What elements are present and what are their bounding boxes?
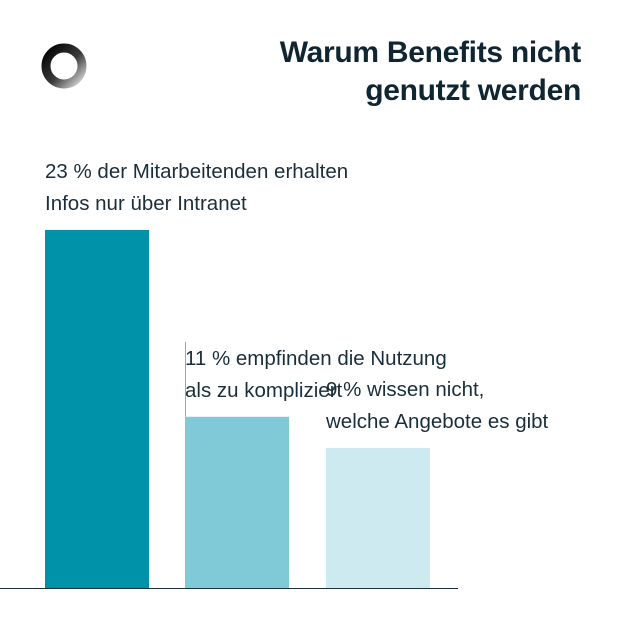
title-line-2: genutzt werden	[365, 74, 581, 107]
bar-label-1-line-1: 23 % der Mitarbeitenden erhalten	[45, 160, 348, 183]
bar-3	[326, 447, 430, 588]
bar-label-1: 23 % der Mitarbeitenden erhalten Infos nu…	[45, 160, 348, 215]
bar-2	[185, 416, 289, 588]
bar-label-2-line-1: 11 % empfinden die Nutzung	[185, 347, 447, 370]
title-line-1: Warum Benefits nicht	[279, 36, 582, 69]
bar-label-3: 9 % wissen nicht, welche Angebote es gibt	[325, 378, 549, 433]
chart-title: Warum Benefits nicht genutzt werden	[181, 34, 582, 110]
bar-label-3-line-2: welche Angebote es gibt	[325, 410, 549, 433]
bar-label-3-line-1: 9 % wissen nicht,	[326, 378, 484, 401]
bar-label-2-line-2: als zu kompliziert	[185, 379, 343, 402]
bar-label-1-line-2: Infos nur über Intranet	[45, 192, 247, 215]
bar-1	[45, 230, 149, 588]
bar-label-2: 11 % empfinden die Nutzung als zu kompliz…	[185, 347, 447, 402]
ring-logo-icon	[41, 43, 87, 89]
